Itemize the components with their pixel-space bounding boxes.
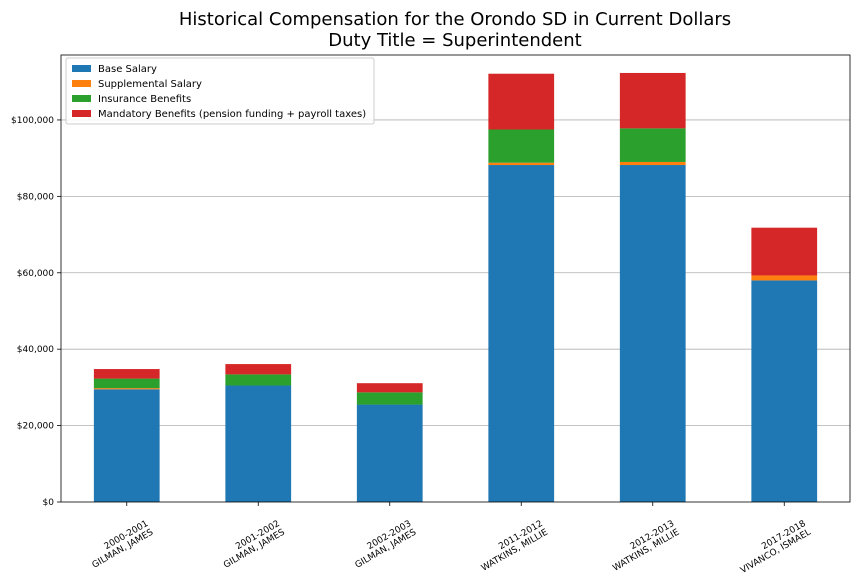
x-tick-label: 2012-2013WATKINS, MILLIE [606, 519, 681, 574]
legend-label: Supplemental Salary [98, 79, 202, 90]
bar-segment [488, 165, 555, 502]
bar-segment [93, 378, 160, 389]
bars [93, 72, 818, 502]
axes [57, 54, 851, 506]
x-tick-label: 2000-2001GILMAN, JAMES [86, 519, 156, 571]
bar-segment [93, 389, 160, 502]
legend-swatch [72, 95, 91, 102]
bar-segment [93, 388, 160, 390]
bar-segment [619, 161, 686, 166]
y-tick-label: $40,000 [17, 345, 54, 355]
bar-segment [93, 369, 160, 379]
legend-swatch [72, 110, 91, 117]
bar-segment [225, 374, 292, 386]
bar-segment [356, 392, 423, 405]
bar-segment [488, 162, 555, 166]
x-tick-label: 2002-2003GILMAN, JAMES [349, 519, 419, 571]
legend-box [65, 57, 375, 125]
bar-segment [751, 280, 818, 502]
x-tick-label: 2001-2002GILMAN, JAMES [217, 519, 287, 571]
legend-label: Insurance Benefits [98, 94, 191, 105]
bar-segment [225, 385, 292, 502]
y-tick-label: $80,000 [17, 192, 54, 202]
legend: Base Salary Supplemental Salary Insurance … [65, 57, 375, 125]
tick-labels: $0 $20,000 $40,000 $60,000 $80,000 $100,000 20… [11, 116, 813, 576]
legend-swatch [72, 65, 91, 72]
legend-label: Base Salary [98, 64, 157, 75]
chart-subtitle: Duty Title = Superintendent [328, 30, 581, 51]
bar-segment [751, 275, 818, 281]
x-tick-label: 2017-2018VIVANCO, ISMAEL [734, 519, 813, 576]
y-tick-label: $0 [43, 498, 55, 508]
y-tick-label: $60,000 [17, 269, 54, 279]
legend-label: Mandatory Benefits (pension funding + pa… [98, 109, 366, 120]
plot-frame [60, 54, 851, 503]
bar-segment [619, 72, 686, 129]
bar-segment [488, 73, 555, 130]
legend-swatch [72, 80, 91, 87]
chart-title: Historical Compensation for the Orondo S… [179, 9, 731, 30]
bar-segment [356, 404, 423, 502]
x-tick-label: 2011-2012WATKINS, MILLIE [475, 519, 550, 574]
bar-segment [356, 383, 423, 393]
bar-segment [619, 128, 686, 162]
grid-lines [61, 119, 850, 426]
bar-segment [751, 227, 818, 276]
y-tick-label: $100,000 [11, 116, 54, 126]
bar-segment [225, 364, 292, 375]
y-tick-label: $20,000 [17, 422, 54, 432]
bar-segment [488, 129, 555, 163]
bar-segment [619, 165, 686, 502]
